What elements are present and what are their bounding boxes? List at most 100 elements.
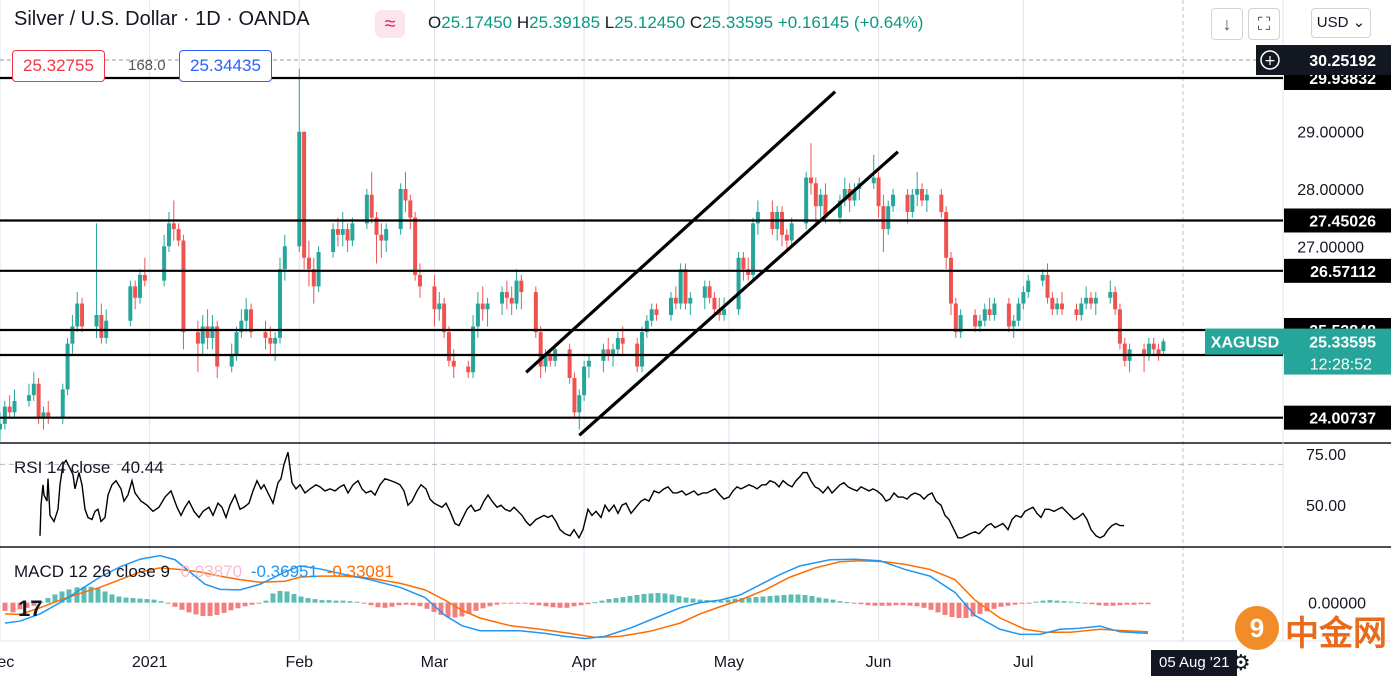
time-tick-label: Jun [866,654,892,671]
macd-tick-label: 0.00000 [1308,596,1366,613]
macd-histogram-bar [242,602,248,607]
candle-body [1156,349,1161,356]
candle-body [1146,343,1151,356]
level-price-label: 24.00737 [1309,411,1376,428]
macd-histogram-bar [375,602,381,608]
candle-body [673,297,678,304]
candle-body [335,229,340,235]
candle-body [379,234,384,241]
macd-histogram-bar [823,598,829,603]
macd-histogram-bar [844,602,850,604]
candle-body [268,337,273,344]
sell-price-button[interactable]: 25.32755 [12,50,105,82]
macd-legend[interactable]: MACD 12 26 close 9 0.03870 -0.36951 -0.3… [14,562,394,582]
candle-body [683,269,688,304]
candle-body [905,194,910,212]
macd-histogram-bar [116,596,122,603]
macd-histogram-bar [599,600,605,603]
macd-histogram-bar [137,598,143,603]
candle-body [249,309,254,333]
macd-histogram-bar [45,598,51,603]
macd-histogram-bar [326,600,332,603]
macd-name: MACD 12 26 close 9 [14,562,170,581]
macd-histogram-bar [340,600,346,603]
candle-body [707,286,712,298]
candle-body [939,194,944,212]
macd-histogram-bar [1047,600,1053,603]
fullscreen-icon[interactable]: ⛶ [1248,8,1280,40]
macd-histogram-bar [284,591,290,603]
macd-histogram-bar [627,596,633,603]
candle-body [789,223,794,241]
candle-body [26,395,31,401]
macd-histogram-bar [389,602,395,607]
macd-histogram-bar [774,595,780,603]
macd-histogram-bar [466,602,472,614]
macd-histogram-bar [795,594,801,603]
low-label: L [604,13,615,32]
time-tick-label: Feb [286,654,314,671]
macd-histogram-bar [1019,602,1025,604]
macd-histogram-bar [914,602,920,607]
tradingview-logo[interactable]: 17 [18,596,43,621]
candle-body [244,309,249,321]
candle-body [7,406,12,413]
candle-body [60,389,65,419]
candle-body [837,200,842,218]
cngold-logo-icon: 9 [1235,606,1279,650]
macd-histogram-bar [641,593,647,603]
macd-histogram-bar [837,601,843,603]
macd-histogram-bar [578,602,584,606]
currency-select[interactable]: USD ⌄ [1311,8,1371,38]
macd-histogram-bar [410,602,416,606]
candle-body [195,332,200,344]
macd-histogram-bar [676,596,682,603]
candle-body [99,315,104,338]
macd-histogram-bar [858,602,864,605]
level-price-label: 27.45026 [1309,213,1376,230]
rsi-value: 40.44 [121,458,164,477]
candle-body [364,194,369,224]
candle-body [924,194,929,201]
candle-body [75,303,80,327]
candle-body [1050,297,1055,310]
change-value: +0.16145 (+0.64%) [777,13,924,32]
macd-histogram-bar [207,602,213,616]
candle-body [780,211,785,235]
symbol-badge-label: XAGUSD [1211,335,1279,352]
candle-body [1088,297,1093,304]
gear-icon[interactable]: ⚙ [1231,650,1251,675]
candle-body [331,229,336,252]
candle-body [1079,303,1084,315]
candle-body [668,297,673,315]
macd-histogram-bar [88,586,94,603]
level-price-label: 26.57112 [1310,264,1376,281]
macd-histogram-bar [1026,602,1032,604]
macd-histogram-bar [31,602,37,606]
countdown-label: 12:28:52 [1310,357,1372,374]
candle-body [1040,274,1045,281]
macd-histogram-bar [522,602,528,604]
candle-body [741,257,746,270]
macd-histogram-bar [634,595,640,603]
rsi-legend[interactable]: RSI 14 close 40.44 [14,458,164,478]
macd-histogram-bar [102,591,108,603]
candle-body [282,246,287,270]
candle-body [886,206,891,230]
candle-body [548,355,553,361]
download-icon[interactable]: ↓ [1211,8,1243,40]
close-value: 25.33595 [702,13,774,32]
macd-histogram-bar [977,602,983,614]
buy-price-button[interactable]: 25.34435 [179,50,272,82]
candle-body [345,229,350,241]
macd-histogram-bar [200,602,206,616]
macd-histogram-bar [361,602,367,604]
candle-body [46,412,51,419]
macd-histogram-bar [1096,602,1102,606]
candle-body [953,303,958,333]
symbol-title[interactable]: Silver / U.S. Dollar · 1D · OANDA [14,8,310,30]
candle-body [234,332,239,356]
candle-body [12,400,17,413]
macd-histogram-bar [403,602,409,605]
